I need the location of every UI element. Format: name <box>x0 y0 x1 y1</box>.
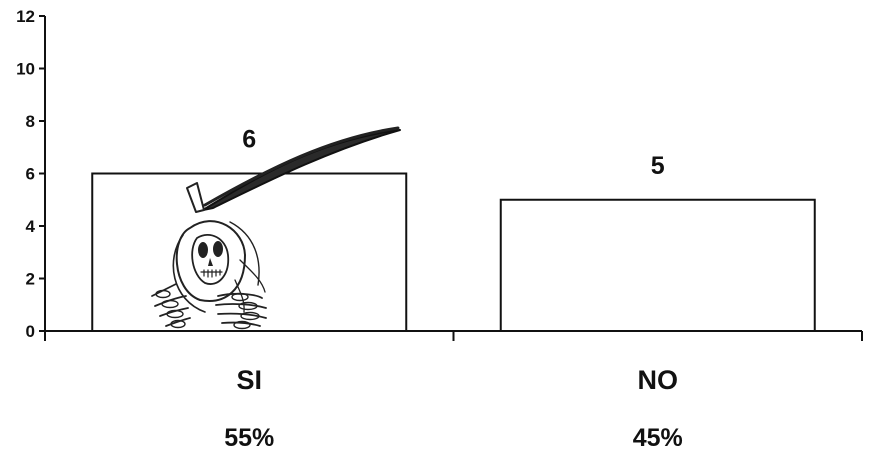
bar-no <box>499 198 816 332</box>
value-label: 5 <box>651 152 665 180</box>
y-tick-label: 6 <box>26 165 35 184</box>
percent-label: 55% <box>224 424 274 449</box>
value-labels: 65 <box>242 126 665 180</box>
y-tick-label: 2 <box>26 270 35 289</box>
category-label: NO <box>638 365 679 395</box>
category-label: SI <box>236 365 262 395</box>
y-tick-label: 8 <box>26 112 35 131</box>
percent-labels: 55% 45% <box>224 424 683 449</box>
y-ticks: 0 2 4 6 8 10 12 <box>16 7 45 341</box>
y-tick-label: 0 <box>26 322 35 341</box>
bar-si <box>91 172 408 332</box>
value-label: 6 <box>242 126 256 154</box>
category-labels: SI NO <box>236 365 678 395</box>
y-tick-label: 10 <box>16 60 35 79</box>
y-tick-label: 12 <box>16 7 35 26</box>
grim-reaper-scythe-icon <box>151 126 401 330</box>
y-tick-label: 4 <box>26 217 36 236</box>
x-ticks <box>44 331 863 341</box>
percent-label: 45% <box>633 424 683 449</box>
